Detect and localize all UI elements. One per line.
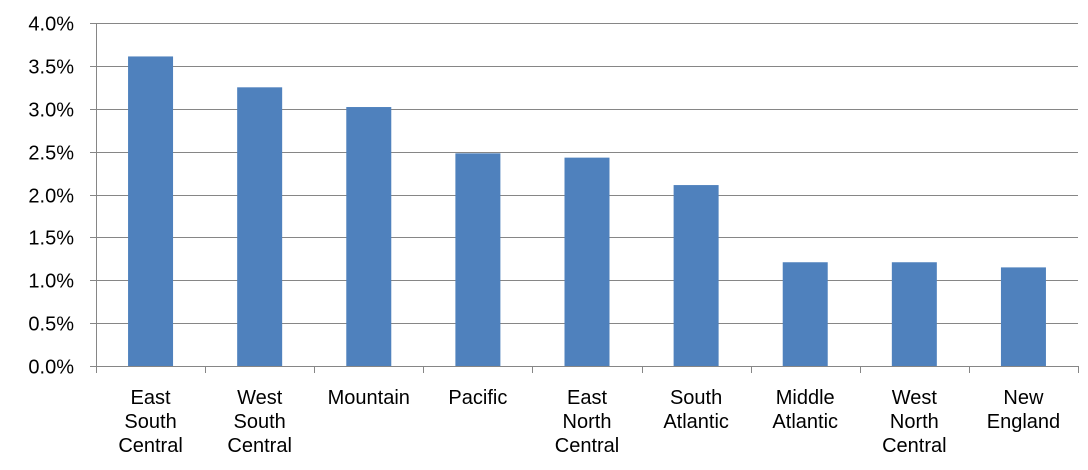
bar xyxy=(1000,267,1046,366)
y-tick-label: 0.0% xyxy=(28,357,74,379)
bar xyxy=(128,56,174,366)
y-tick-label: 4.0% xyxy=(28,14,74,36)
bar xyxy=(346,107,392,366)
x-tick-label: West South Central xyxy=(227,387,291,457)
x-tick-label: East South Central xyxy=(118,387,182,457)
y-tick-labels: 0.0% 0.5% 1.0% 1.5% 2.0% 2.5% 3.0% 3.5% 4.0% xyxy=(28,14,74,379)
y-tick-label: 1.5% xyxy=(28,228,74,250)
x-tick-label: New England xyxy=(987,387,1060,433)
x-tick-label: Middle Atlantic xyxy=(772,387,838,433)
bar xyxy=(455,153,501,366)
bar xyxy=(673,185,719,366)
y-tick-label: 1.0% xyxy=(28,271,74,293)
y-tick-label: 0.5% xyxy=(28,314,74,336)
y-tick-label: 2.5% xyxy=(28,143,74,165)
y-tick-label: 3.0% xyxy=(28,100,74,122)
bars xyxy=(128,56,1046,366)
x-tick-label: Pacific xyxy=(448,387,507,409)
x-tick-label: Mountain xyxy=(328,387,410,409)
x-tick-label: East North Central xyxy=(555,387,619,457)
axes xyxy=(90,23,1079,373)
x-tick-labels: East South Central West South Central Mountain… xyxy=(118,387,1060,457)
y-tick-label: 3.5% xyxy=(28,57,74,79)
bar xyxy=(782,262,828,366)
x-tick-label: West North Central xyxy=(882,387,946,457)
x-tick-label: South Atlantic xyxy=(663,387,729,433)
bar xyxy=(564,157,610,366)
y-tick-label: 2.0% xyxy=(28,186,74,208)
bar xyxy=(237,87,283,366)
bar xyxy=(891,262,937,366)
